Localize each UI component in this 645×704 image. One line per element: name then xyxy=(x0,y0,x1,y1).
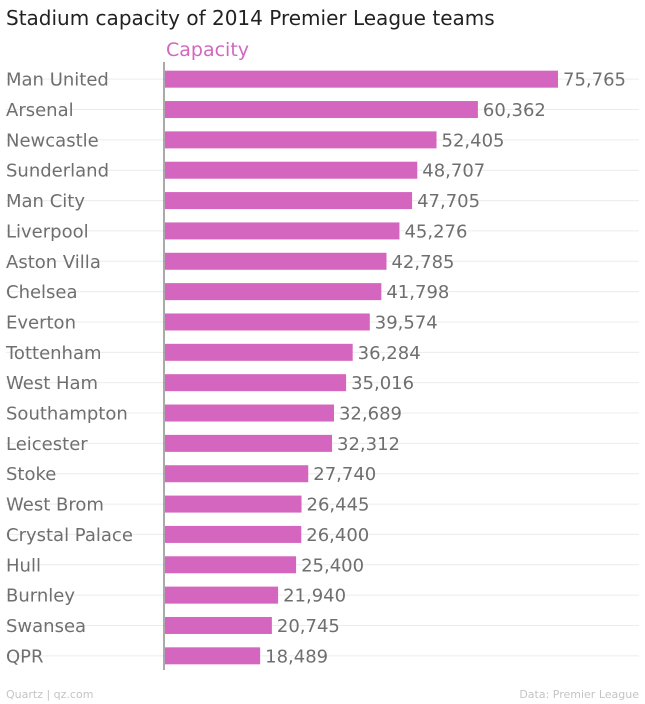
category-label: Newcastle xyxy=(6,130,99,151)
value-label: 36,284 xyxy=(358,343,421,364)
category-label: Crystal Palace xyxy=(6,525,133,546)
category-label: Aston Villa xyxy=(6,252,101,273)
bar xyxy=(165,101,478,119)
value-label: 18,489 xyxy=(265,646,328,667)
bar xyxy=(165,647,261,665)
value-label: 25,400 xyxy=(301,555,364,576)
category-label: Chelsea xyxy=(6,282,78,303)
bar xyxy=(165,465,309,483)
bar xyxy=(165,131,437,149)
value-label: 26,445 xyxy=(307,495,370,516)
chart-title: Stadium capacity of 2014 Premier League … xyxy=(6,6,495,30)
footer-source-left: Quartz | qz.com xyxy=(6,688,93,701)
value-label: 41,798 xyxy=(386,282,449,303)
category-label: Burnley xyxy=(6,586,75,607)
bar xyxy=(165,404,334,422)
bar xyxy=(165,192,413,210)
value-label: 32,689 xyxy=(339,404,402,425)
category-label: Man City xyxy=(6,191,85,212)
bar xyxy=(165,222,400,240)
value-label: 26,400 xyxy=(306,525,369,546)
bar xyxy=(165,616,272,634)
category-label: Stoke xyxy=(6,464,56,485)
bar xyxy=(165,374,347,392)
value-label: 21,940 xyxy=(283,586,346,607)
category-label: QPR xyxy=(6,646,44,667)
series-label: Capacity xyxy=(166,39,249,61)
bar xyxy=(165,586,279,604)
value-label: 35,016 xyxy=(351,373,414,394)
category-label: Hull xyxy=(6,555,41,576)
category-labels: Man United Arsenal Newcastle Sunderland Man … xyxy=(5,70,133,668)
bar xyxy=(165,283,382,301)
bar xyxy=(165,525,302,543)
category-label: Sunderland xyxy=(6,161,109,182)
value-label: 52,405 xyxy=(442,130,505,151)
bar xyxy=(165,434,333,452)
bar xyxy=(165,70,558,88)
bar xyxy=(165,343,353,361)
category-label: Tottenham xyxy=(5,343,102,364)
category-label: Leicester xyxy=(6,434,88,455)
value-label: 47,705 xyxy=(417,191,480,212)
bar xyxy=(165,495,302,513)
value-label: 20,745 xyxy=(277,616,340,637)
category-label: Everton xyxy=(6,312,76,333)
category-label: West Brom xyxy=(6,495,104,516)
value-label: 39,574 xyxy=(375,312,438,333)
bar xyxy=(165,313,370,331)
category-label: Swansea xyxy=(6,616,86,637)
footer-source-right: Data: Premier League xyxy=(519,688,639,701)
bar xyxy=(165,556,297,574)
category-label: West Ham xyxy=(6,373,98,394)
value-label: 42,785 xyxy=(391,252,454,273)
category-label: Southampton xyxy=(6,404,128,425)
category-label: Arsenal xyxy=(6,100,74,121)
bar xyxy=(165,252,387,270)
value-label: 75,765 xyxy=(563,70,626,91)
value-label: 48,707 xyxy=(422,161,485,182)
category-label: Liverpool xyxy=(6,221,89,242)
value-label: 32,312 xyxy=(337,434,400,455)
bar xyxy=(165,161,418,179)
value-label: 27,740 xyxy=(313,464,376,485)
value-label: 45,276 xyxy=(404,221,467,242)
bars xyxy=(165,70,558,665)
category-label: Man United xyxy=(6,70,109,91)
value-label: 60,362 xyxy=(483,100,546,121)
value-labels: 75,765 60,362 52,405 48,707 47,705 45,276 42,7… xyxy=(265,70,626,668)
